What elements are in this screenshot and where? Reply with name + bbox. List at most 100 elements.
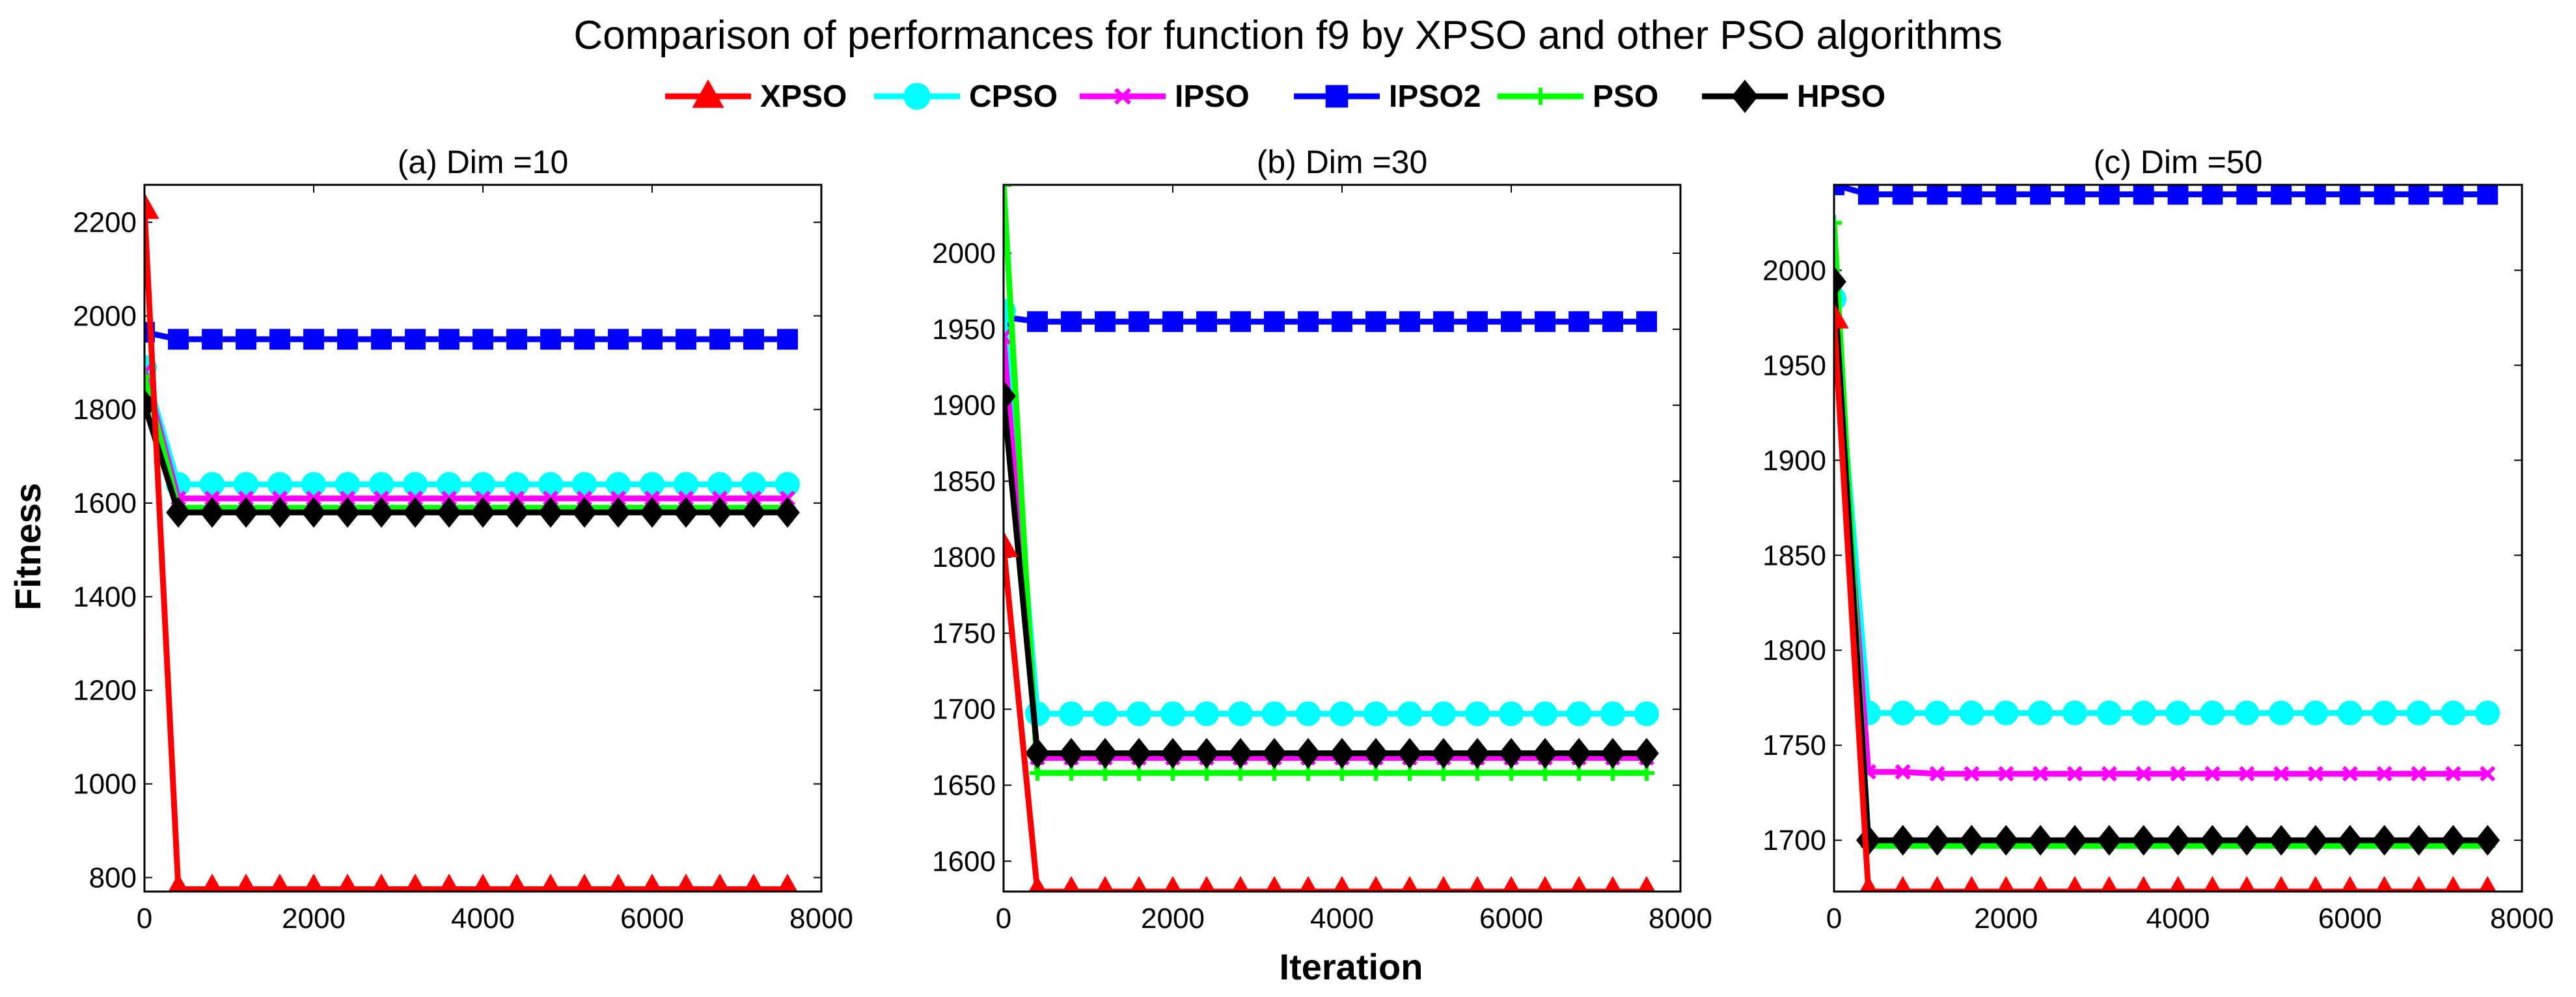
data-point-xpso <box>1062 875 1080 892</box>
data-point-xpso <box>1604 875 1622 892</box>
data-point-ipso2 <box>540 329 561 350</box>
data-point-cpso <box>673 472 699 497</box>
panel-title: (b) Dim =30 <box>1257 144 1428 180</box>
data-point-hpso <box>1127 737 1151 769</box>
data-point-ipso2 <box>2271 185 2292 205</box>
data-point-cpso <box>368 472 394 497</box>
data-point-hpso <box>267 497 292 528</box>
series-line-xpso <box>144 208 788 892</box>
data-point-xpso <box>1367 875 1385 892</box>
legend-marker-square <box>1325 85 1349 108</box>
data-point-hpso <box>1834 266 1846 297</box>
data-point-hpso <box>1059 737 1084 769</box>
chart-panel-2: (b) Dim =30 0 2000 4000 6000 8000 1600 1650 1700… <box>932 144 1712 935</box>
data-point-xpso <box>2031 875 2049 892</box>
data-point-hpso <box>504 497 529 528</box>
data-point-cpso <box>741 472 767 497</box>
data-point-cpso <box>1464 701 1490 726</box>
data-point-hpso <box>1228 737 1253 769</box>
data-point-hpso <box>166 497 191 528</box>
data-point-ipso <box>2273 765 2290 782</box>
data-point-cpso <box>2165 700 2191 726</box>
data-point-xpso <box>1637 875 1656 892</box>
data-point-ipso2 <box>1129 311 1149 333</box>
data-point-hpso <box>1093 737 1117 769</box>
data-point-ipso2 <box>2167 185 2189 205</box>
panel-title: (c) Dim =50 <box>2094 144 2263 180</box>
data-point-ipso2 <box>676 329 696 350</box>
y-tick-label: 1800 <box>1762 635 1826 666</box>
data-point-xpso <box>2203 875 2221 892</box>
x-tick-label: 6000 <box>1479 903 1543 935</box>
data-point-xpso <box>1502 875 1520 892</box>
data-point-hpso <box>2028 825 2053 856</box>
data-point-ipso2 <box>2133 185 2154 205</box>
data-point-hpso <box>1567 737 1591 769</box>
series-line-xpso <box>1834 318 2488 892</box>
series-line-ipso <box>1834 308 2488 777</box>
data-point-ipso <box>2066 765 2083 782</box>
y-tick-label: 1750 <box>1762 730 1826 761</box>
plot-frame <box>1833 184 2523 893</box>
data-point-xpso <box>1570 875 1588 892</box>
data-point-hpso <box>2337 825 2363 856</box>
data-point-xpso <box>2410 875 2428 892</box>
data-point-hpso <box>606 497 631 528</box>
data-point-ipso <box>2480 765 2496 782</box>
legend-label: IPSO <box>1175 79 1250 114</box>
legend-item-ipso2: IPSO2 <box>1294 79 1481 114</box>
series-group <box>144 192 801 892</box>
data-point-ipso <box>2239 765 2255 782</box>
legend-item-ipso: IPSO <box>1080 79 1250 114</box>
data-point-ipso2 <box>269 329 290 350</box>
data-point-xpso <box>473 873 493 892</box>
data-point-ipso2 <box>439 329 459 350</box>
data-point-hpso <box>2062 825 2087 856</box>
chart-panel-3: (c) Dim =50 0 2000 4000 6000 8000 1700 1750 1800… <box>1762 144 2554 935</box>
data-point-xpso <box>1333 875 1351 892</box>
series-line-cpso <box>144 366 788 487</box>
data-point-ipso2 <box>1365 311 1386 333</box>
data-point-xpso <box>2307 875 2325 892</box>
data-point-ipso <box>2376 765 2392 782</box>
data-point-hpso <box>1634 737 1659 769</box>
data-point-ipso2 <box>236 329 256 350</box>
y-tick-label: 1800 <box>932 541 996 573</box>
data-point-ipso2 <box>743 329 764 350</box>
data-point-ipso2 <box>337 329 358 350</box>
data-point-cpso <box>1498 701 1524 726</box>
data-point-xpso <box>2169 875 2187 892</box>
data-point-xpso <box>1265 875 1283 892</box>
data-point-ipso2 <box>1332 311 1352 333</box>
data-point-cpso <box>571 472 597 497</box>
series-line-pso <box>1004 185 1647 776</box>
data-point-hpso <box>403 497 428 528</box>
data-point-hpso <box>1397 737 1422 769</box>
data-point-xpso <box>2444 875 2462 892</box>
data-point-cpso <box>1397 701 1423 726</box>
data-point-hpso <box>1499 737 1524 769</box>
data-point-cpso <box>2131 700 2156 726</box>
legend-label: HPSO <box>1797 79 1885 114</box>
data-point-ipso2 <box>1501 311 1522 333</box>
data-point-xpso <box>1434 875 1453 892</box>
legend-item-cpso: CPSO <box>874 79 1058 114</box>
data-point-xpso <box>2135 875 2153 892</box>
data-point-ipso2 <box>1433 311 1454 333</box>
data-point-cpso <box>2200 700 2225 726</box>
data-point-cpso <box>639 472 665 497</box>
data-point-hpso <box>640 497 665 528</box>
data-point-cpso <box>1295 701 1321 726</box>
data-point-cpso <box>538 472 564 497</box>
data-point-cpso <box>1329 701 1355 726</box>
data-point-ipso2 <box>473 329 493 350</box>
data-point-hpso <box>2269 825 2294 856</box>
legend-label: XPSO <box>760 79 847 114</box>
x-tick-label: 8000 <box>2490 903 2554 935</box>
data-point-cpso <box>774 472 801 497</box>
legend-item-xpso: XPSO <box>665 79 847 114</box>
x-tick-label: 0 <box>137 903 152 935</box>
series-line-pso <box>1834 223 2488 849</box>
y-tick-label: 1200 <box>73 675 137 707</box>
data-point-hpso <box>471 497 495 528</box>
